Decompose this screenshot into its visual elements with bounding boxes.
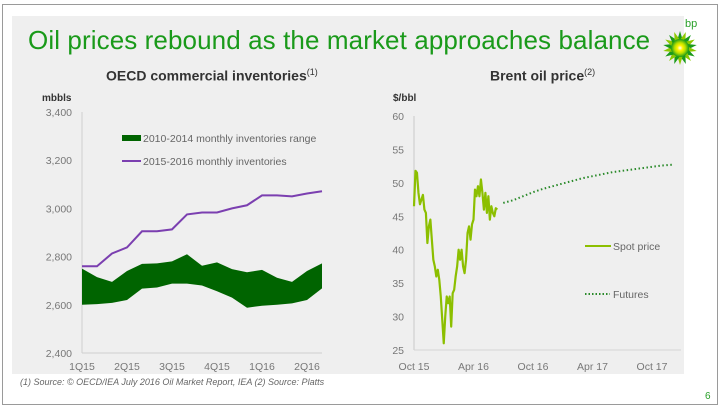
- legend-range-label: 2010-2014 monthly inventories range: [143, 133, 317, 145]
- bp-helios-logo-icon: [663, 31, 697, 65]
- brent-chart-title-text: Brent oil price: [490, 67, 585, 84]
- inventories-chart-title: OECD commercial inventories(1): [106, 67, 318, 84]
- legend-inventory-label: 2015-2016 monthly inventories: [143, 156, 287, 168]
- brent-y-tick-label: 40: [392, 245, 404, 257]
- legend-spot-label: Spot price: [613, 241, 660, 253]
- inventories-x-tick-label: 4Q15: [204, 361, 230, 373]
- brent-y-tick-label: 35: [392, 278, 404, 290]
- brent-y-tick-label: 45: [392, 211, 404, 223]
- brent-y-unit-label: $/bbl: [393, 93, 417, 104]
- brent-x-tick-label: Oct 15: [399, 361, 430, 373]
- brent-chart-title: Brent oil price(2): [490, 67, 595, 84]
- legend-range-swatch: [122, 135, 141, 141]
- inventories-y-unit-label: mbbls: [42, 93, 72, 104]
- legend-futures-label: Futures: [613, 289, 649, 301]
- inventories-x-tick-label: 1Q15: [69, 361, 95, 373]
- inventories-y-tick-label: 3,000: [46, 203, 72, 215]
- brent-x-tick-label: Oct 16: [518, 361, 549, 373]
- brent-y-tick-label: 55: [392, 144, 404, 156]
- inventories-2015-2016-line: [82, 190, 323, 268]
- brent-x-tick-label: Apr 17: [577, 361, 608, 373]
- brent-y-tick-label: 60: [392, 111, 404, 123]
- inventories-chart-title-sup: (1): [306, 67, 318, 77]
- brent-x-tick-label: Apr 16: [458, 361, 489, 373]
- inventories-x-tick-label: 2Q16: [294, 361, 320, 373]
- bp-logo-text: bp: [685, 18, 698, 30]
- brent-x-tick-label: Oct 17: [637, 361, 668, 373]
- inventories-y-tick-label: 2,400: [46, 348, 72, 360]
- inventories-y-tick-label: 2,600: [46, 300, 72, 312]
- inventories-x-tick-label: 2Q15: [114, 361, 140, 373]
- brent-spot-price-line: [412, 169, 499, 345]
- inventories-y-tick-label: 3,200: [46, 155, 72, 167]
- page-number: 6: [705, 391, 711, 402]
- brent-y-tick-label: 50: [392, 178, 404, 190]
- inventories-y-tick-label: 2,800: [46, 252, 72, 264]
- slide-title: Oil prices rebound as the market approac…: [28, 25, 651, 55]
- inventories-y-tick-label: 3,400: [46, 107, 72, 119]
- slide-panel: [12, 16, 684, 374]
- source-footnote: (1) Source: © OECD/IEA July 2016 Oil Mar…: [20, 377, 325, 387]
- brent-futures-line: [502, 163, 672, 204]
- inventories-chart-title-text: OECD commercial inventories: [106, 67, 307, 84]
- inventories-x-tick-label: 1Q16: [249, 361, 275, 373]
- inventories-range-band: [82, 254, 322, 308]
- brent-chart-title-sup: (2): [584, 67, 596, 77]
- brent-y-tick-label: 25: [392, 345, 404, 357]
- inventories-x-tick-label: 3Q15: [159, 361, 185, 373]
- brent-y-tick-label: 30: [392, 312, 404, 324]
